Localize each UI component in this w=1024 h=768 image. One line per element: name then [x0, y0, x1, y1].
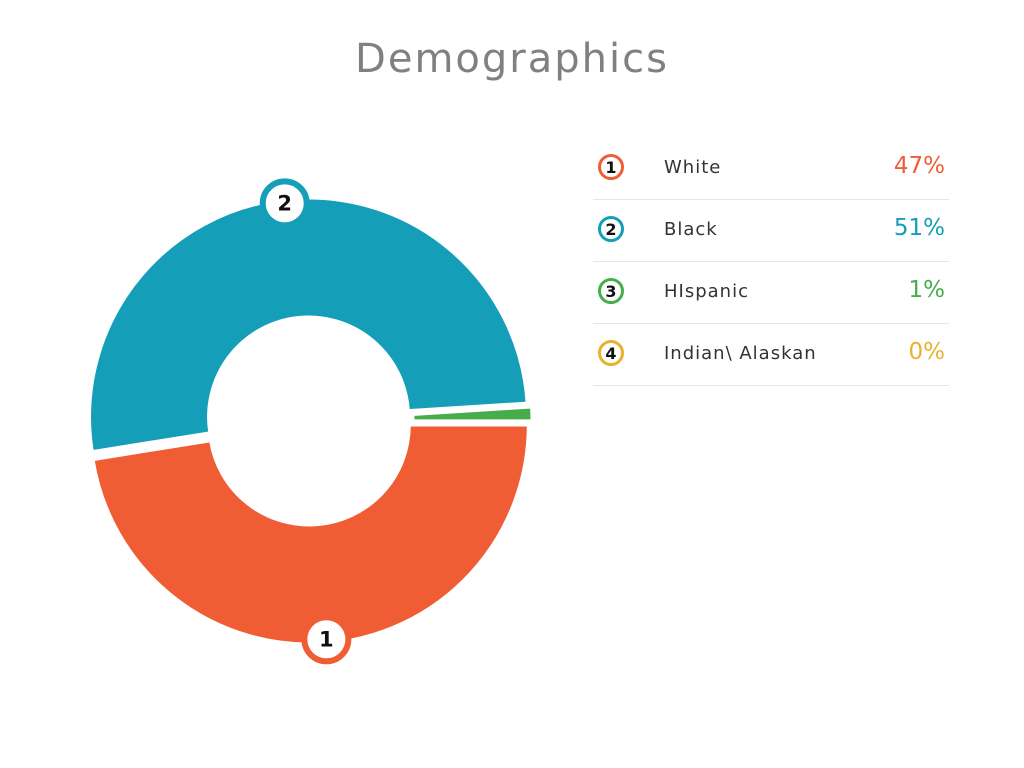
- legend-item-indian-alaskan: 4 Indian\ Alaskan 0%: [593, 324, 949, 386]
- slice-badge-label-1: 1: [319, 627, 334, 651]
- legend-value-indian-alaskan: 0%: [908, 339, 946, 365]
- slice-badge-2: 2: [259, 178, 310, 229]
- slice-badge-1: 1: [301, 614, 352, 665]
- slice-white: [91, 423, 530, 646]
- legend-badge-4: 4: [598, 340, 624, 366]
- legend-label-indian-alaskan: Indian\ Alaskan: [664, 343, 817, 364]
- legend-label-white: White: [664, 157, 722, 178]
- legend: 1 White 47% 2 Black 51% 3 HIspanic 1% 4 …: [593, 138, 949, 386]
- legend-value-white: 47%: [893, 153, 945, 179]
- slice-hispanic: [411, 405, 534, 423]
- legend-label-black: Black: [664, 219, 718, 240]
- legend-item-hispanic: 3 HIspanic 1%: [593, 262, 949, 324]
- legend-value-black: 51%: [893, 215, 945, 241]
- legend-badge-3: 3: [598, 278, 624, 304]
- legend-value-hispanic: 1%: [908, 277, 946, 303]
- chart-title: Demographics: [355, 36, 669, 82]
- legend-badge-1: 1: [598, 154, 624, 180]
- legend-badge-2: 2: [598, 216, 624, 242]
- slice-black: [88, 196, 529, 454]
- slice-badge-label-2: 2: [277, 191, 292, 215]
- legend-item-white: 1 White 47%: [593, 138, 949, 200]
- legend-label-hispanic: HIspanic: [664, 281, 749, 302]
- legend-item-black: 2 Black 51%: [593, 200, 949, 262]
